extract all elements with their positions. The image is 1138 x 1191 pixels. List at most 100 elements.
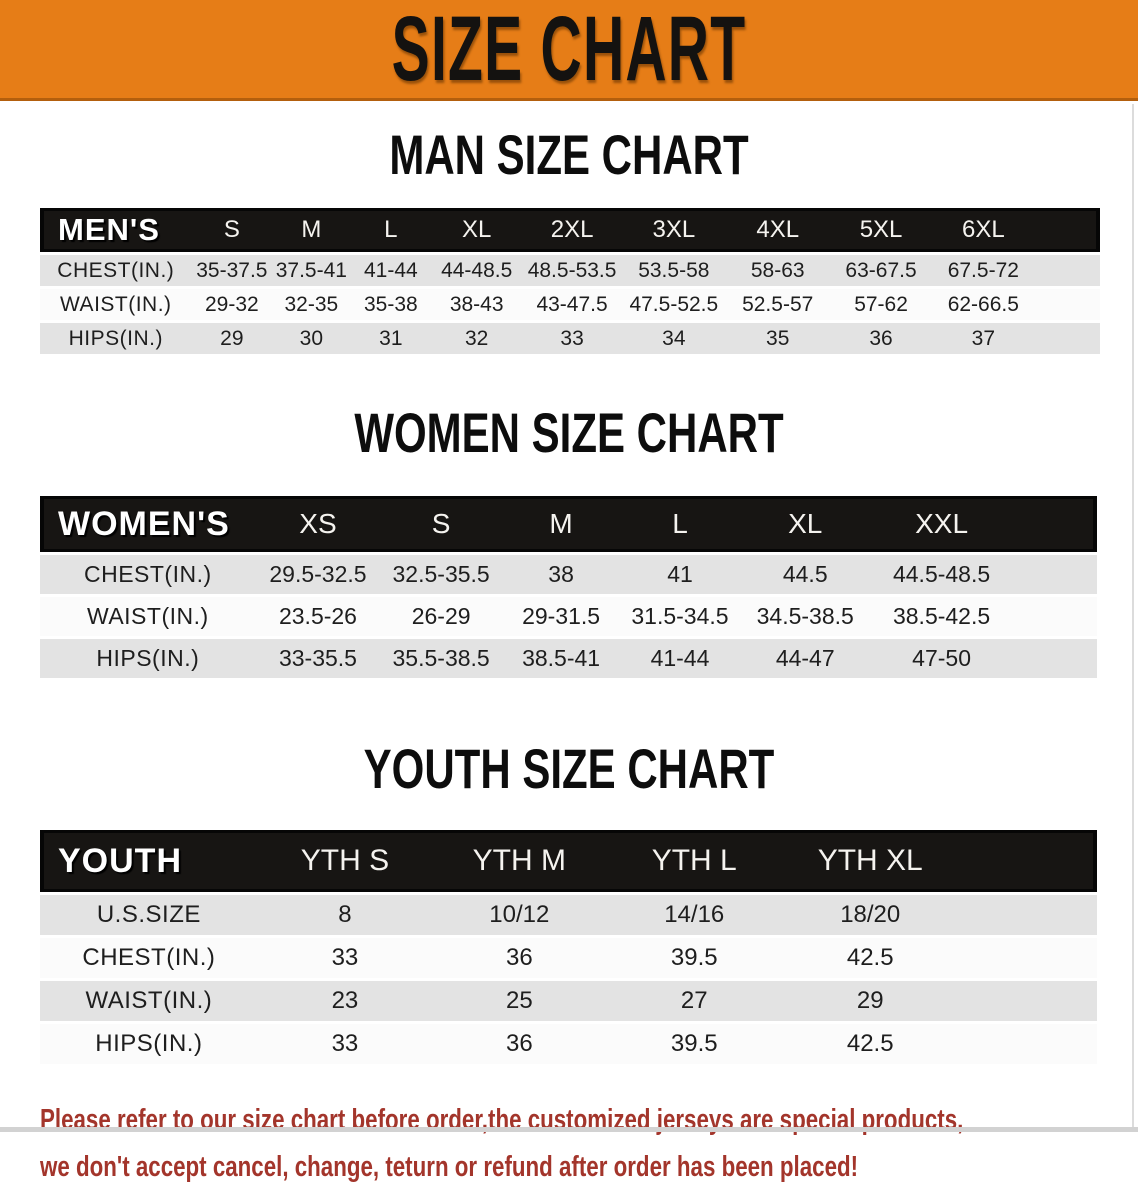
size-column-header: L xyxy=(350,208,432,252)
scan-edge-bottom xyxy=(0,1127,1138,1132)
size-column-header: 5XL xyxy=(829,208,933,252)
row-spacer xyxy=(958,938,1097,978)
size-value: 41-44 xyxy=(350,255,432,286)
size-header-row: WOMEN'S XS S M L XL XXL xyxy=(40,496,1097,552)
size-value: 14/16 xyxy=(606,895,782,935)
note-line-1: Please refer to our size chart before or… xyxy=(40,1104,964,1136)
section-heading: WOMEN SIZE CHART xyxy=(354,401,784,464)
size-value: 34.5-38.5 xyxy=(739,597,871,636)
row-label: WAIST(IN.) xyxy=(40,981,258,1021)
charts: MAN SIZE CHART MEN'S S M L XL 2XL 3XL 4XL 5XL 6XL… xyxy=(0,127,1138,1067)
size-column-header: XL xyxy=(431,208,523,252)
header-spacer xyxy=(1034,208,1100,252)
size-value: 36 xyxy=(432,938,607,978)
size-value: 37 xyxy=(932,323,1035,354)
row-spacer xyxy=(1012,639,1097,678)
size-value: 36 xyxy=(432,1024,607,1064)
row-label: CHEST(IN.) xyxy=(40,938,258,978)
section-heading: YOUTH SIZE CHART xyxy=(363,737,775,800)
row-spacer xyxy=(1012,555,1097,594)
size-header-row: MEN'S S M L XL 2XL 3XL 4XL 5XL 6XL xyxy=(40,208,1100,252)
size-value: 35.5-38.5 xyxy=(380,639,502,678)
size-column-header: 4XL xyxy=(725,208,830,252)
size-column-header: 2XL xyxy=(522,208,622,252)
size-value: 31 xyxy=(350,323,432,354)
size-value: 44-47 xyxy=(739,639,871,678)
size-value: 23 xyxy=(257,981,433,1021)
size-column-header: YTH L xyxy=(606,830,782,892)
size-value: 35 xyxy=(725,323,830,354)
size-column-header: XXL xyxy=(870,496,1013,552)
size-value: 10/12 xyxy=(432,895,607,935)
size-value: 38-43 xyxy=(431,289,523,320)
size-value: 39.5 xyxy=(606,1024,782,1064)
measurement-row: CHEST(IN.) 29.5-32.5 32.5-35.5 38 41 44.5 44.5… xyxy=(40,555,1097,594)
size-value: 48.5-53.5 xyxy=(522,255,622,286)
row-spacer xyxy=(1034,323,1100,354)
size-value: 47-50 xyxy=(870,639,1013,678)
size-value: 38.5-42.5 xyxy=(870,597,1013,636)
size-value: 31.5-34.5 xyxy=(620,597,740,636)
size-header-row: YOUTH YTH S YTH M YTH L YTH XL xyxy=(40,830,1097,892)
men-size-table: MEN'S S M L XL 2XL 3XL 4XL 5XL 6XL CHEST(IN.) 35-37… xyxy=(40,205,1100,357)
table-group-label: MEN'S xyxy=(40,208,192,252)
size-column-header: YTH XL xyxy=(781,830,959,892)
row-label: HIPS(IN.) xyxy=(40,1024,258,1064)
size-value: 43-47.5 xyxy=(522,289,622,320)
measurement-row: CHEST(IN.) 33 36 39.5 42.5 xyxy=(40,938,1097,978)
size-value: 41 xyxy=(620,555,740,594)
row-spacer xyxy=(1034,255,1100,286)
scan-edge-right xyxy=(1132,104,1134,1132)
size-column-header: M xyxy=(272,208,351,252)
table-group-label: YOUTH xyxy=(40,830,258,892)
size-value: 44.5-48.5 xyxy=(870,555,1013,594)
size-value: 36 xyxy=(829,323,933,354)
measurement-row: CHEST(IN.) 35-37.5 37.5-41 41-44 44-48.5 48.5… xyxy=(40,255,1100,286)
section-heading: MAN SIZE CHART xyxy=(389,123,749,186)
table-group-label: WOMEN'S xyxy=(40,496,256,552)
size-value: 33 xyxy=(257,938,433,978)
row-label: U.S.SIZE xyxy=(40,895,258,935)
size-value: 58-63 xyxy=(725,255,830,286)
size-value: 42.5 xyxy=(781,938,959,978)
size-value: 29-31.5 xyxy=(501,597,621,636)
size-value: 53.5-58 xyxy=(621,255,726,286)
size-value: 38.5-41 xyxy=(501,639,621,678)
women-size-chart-section: WOMEN SIZE CHART WOMEN'S XS S M L XL XXL CHEST(… xyxy=(0,405,1138,681)
size-value: 35-38 xyxy=(350,289,432,320)
footer-note: Please refer to our size chart before or… xyxy=(40,1097,1138,1191)
size-value: 32 xyxy=(431,323,523,354)
size-value: 29 xyxy=(781,981,959,1021)
row-spacer xyxy=(1012,597,1097,636)
size-value: 33-35.5 xyxy=(255,639,381,678)
size-value: 57-62 xyxy=(829,289,933,320)
size-column-header: XS xyxy=(255,496,381,552)
size-column-header: S xyxy=(191,208,273,252)
size-column-header: XL xyxy=(739,496,871,552)
size-value: 33 xyxy=(257,1024,433,1064)
row-label: CHEST(IN.) xyxy=(40,255,192,286)
row-label: HIPS(IN.) xyxy=(40,323,192,354)
measurement-row: WAIST(IN.) 29-32 32-35 35-38 38-43 43-47.5 47.… xyxy=(40,289,1100,320)
size-value: 38 xyxy=(501,555,621,594)
row-spacer xyxy=(958,895,1097,935)
size-value: 29.5-32.5 xyxy=(255,555,381,594)
measurement-row: HIPS(IN.) 29 30 31 32 33 34 35 36 37 xyxy=(40,323,1100,354)
size-value: 26-29 xyxy=(380,597,502,636)
size-column-header: S xyxy=(380,496,502,552)
banner: SIZE CHART xyxy=(0,0,1138,101)
size-column-header: YTH M xyxy=(432,830,607,892)
size-value: 47.5-52.5 xyxy=(621,289,726,320)
man-size-chart-section: MAN SIZE CHART MEN'S S M L XL 2XL 3XL 4XL 5XL 6XL… xyxy=(0,127,1138,357)
measurement-row: HIPS(IN.) 33-35.5 35.5-38.5 38.5-41 41-44 44-… xyxy=(40,639,1097,678)
size-value: 63-67.5 xyxy=(829,255,933,286)
size-value: 29-32 xyxy=(191,289,273,320)
size-value: 27 xyxy=(606,981,782,1021)
size-column-header: 3XL xyxy=(621,208,726,252)
size-value: 44-48.5 xyxy=(431,255,523,286)
header-spacer xyxy=(958,830,1097,892)
size-value: 39.5 xyxy=(606,938,782,978)
row-spacer xyxy=(958,981,1097,1021)
row-label: WAIST(IN.) xyxy=(40,289,192,320)
